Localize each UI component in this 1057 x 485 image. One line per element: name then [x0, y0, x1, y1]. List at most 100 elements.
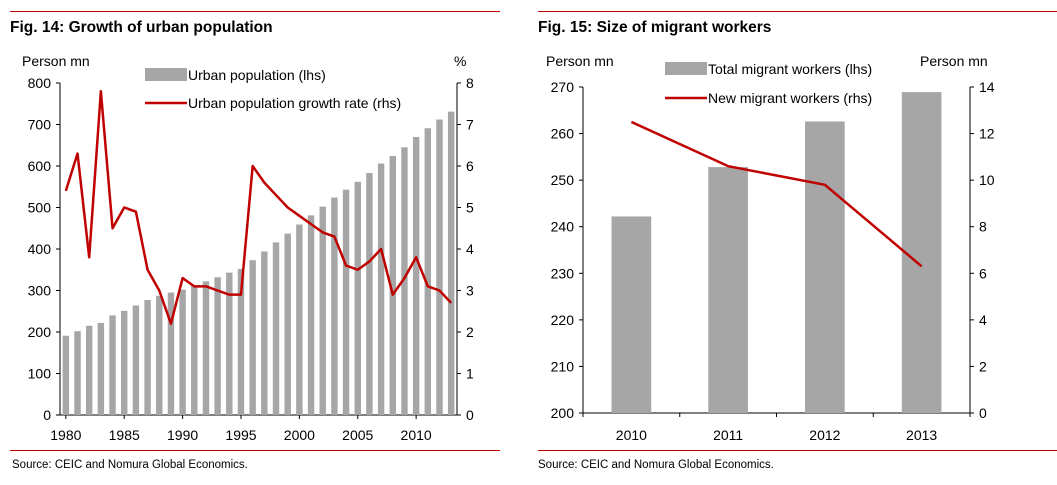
x-tick-label: 2010 — [616, 427, 647, 443]
urban-population-bar — [307, 215, 315, 415]
right-y-tick-label: 1 — [466, 366, 474, 382]
urban-population-bar — [331, 197, 338, 415]
left-y-tick-label: 260 — [551, 126, 575, 142]
urban-population-bar — [436, 119, 443, 416]
urban-population-bar — [191, 285, 198, 415]
figure-title: Fig. 15: Size of migrant workers — [538, 19, 772, 36]
urban-population-bar — [97, 322, 105, 415]
right-y-tick-label: 12 — [979, 126, 995, 142]
x-tick-label: 2013 — [906, 427, 937, 443]
left-y-tick-label: 300 — [28, 283, 52, 299]
right-y-tick-label: 6 — [979, 265, 987, 281]
left-y-tick-label: 100 — [28, 366, 52, 382]
urban-population-bar — [261, 251, 268, 415]
left-axis-title: Person mn — [546, 53, 614, 69]
urban-population-bar — [319, 206, 326, 415]
x-tick-label: 2010 — [401, 427, 432, 443]
top-rule — [538, 11, 1057, 12]
left-y-tick-label: 270 — [551, 79, 575, 95]
urban-population-bar — [144, 300, 151, 415]
legend-bar-swatch — [145, 68, 187, 81]
legend-bar-swatch — [665, 62, 707, 75]
urban-population-bar — [226, 272, 233, 415]
urban-population-bar — [156, 295, 163, 415]
urban-population-bar — [167, 292, 175, 415]
x-tick-label: 1990 — [167, 427, 198, 443]
urban-population-bar — [412, 136, 420, 415]
new-migrant-workers-line — [630, 120, 923, 268]
right-y-tick-label: 10 — [979, 172, 995, 188]
urban-population-chart: 0 100 200 300 400 500 600 700 800 0 1 2 3 4 5 6 7 8 1980 19… — [22, 53, 474, 443]
right-y-tick-label: 2 — [979, 358, 987, 374]
migrant-workers-bar — [708, 167, 748, 413]
right-y-tick-label: 6 — [466, 158, 474, 174]
migrant-workers-bar — [611, 216, 652, 413]
right-y-tick-label: 0 — [466, 407, 474, 423]
left-y-tick-label: 240 — [551, 219, 575, 235]
figure-14-panel: Fig. 14: Growth of urban population 0 100… — [0, 0, 500, 485]
right-y-tick-label: 2 — [466, 324, 474, 340]
figure-15-panel: Fig. 15: Size of migrant workers 200 210 2… — [530, 0, 1057, 485]
right-y-tick-label: 5 — [466, 200, 474, 216]
right-y-tick-label: 4 — [466, 241, 474, 257]
x-tick-label: 2000 — [284, 427, 315, 443]
urban-population-bar — [237, 268, 245, 415]
legend-line-label: New migrant workers (rhs) — [708, 90, 872, 106]
urban-population-bar — [109, 315, 116, 415]
left-y-tick-label: 200 — [28, 324, 52, 340]
left-y-tick-label: 400 — [28, 241, 52, 257]
urban-population-bar — [62, 335, 70, 415]
left-y-tick-label: 800 — [28, 75, 52, 91]
right-y-tick-label: 4 — [979, 312, 987, 328]
left-y-tick-label: 210 — [551, 358, 575, 374]
urban-population-bar — [202, 281, 210, 415]
legend-line-label: Urban population growth rate (rhs) — [188, 95, 401, 111]
right-y-tick-label: 7 — [466, 117, 474, 133]
growth-rate-line — [64, 90, 453, 325]
legend-bar-label: Urban population (lhs) — [188, 67, 326, 83]
left-y-tick-label: 200 — [551, 405, 575, 421]
urban-population-bar — [366, 173, 373, 415]
urban-population-bar — [284, 233, 291, 415]
urban-population-bar — [342, 189, 350, 415]
top-rule — [10, 11, 500, 12]
right-y-tick-label: 14 — [979, 79, 995, 95]
source-note: Source: CEIC and Nomura Global Economics… — [538, 459, 774, 471]
left-y-tick-label: 500 — [28, 200, 52, 216]
left-y-tick-label: 220 — [551, 312, 575, 328]
urban-population-bar — [179, 289, 186, 415]
left-y-tick-label: 250 — [551, 172, 575, 188]
urban-population-bar — [424, 128, 432, 416]
x-tick-label: 1995 — [225, 427, 256, 443]
urban-population-bar — [354, 181, 361, 415]
right-axis-title: Person mn — [920, 53, 988, 69]
right-y-tick-label: 3 — [466, 283, 474, 299]
source-note: Source: CEIC and Nomura Global Economics… — [12, 459, 248, 471]
urban-population-bar — [85, 325, 93, 415]
left-y-tick-label: 600 — [28, 158, 52, 174]
x-tick-label: 2005 — [342, 427, 373, 443]
x-tick-label: 2011 — [713, 427, 743, 443]
left-y-tick-label: 0 — [43, 407, 51, 423]
migrant-workers-chart: 200 210 220 230 240 250 260 270 0 2 4 6 8 10 12 14 2010 2… — [546, 53, 995, 443]
urban-population-bar — [74, 331, 81, 415]
left-axis-title: Person mn — [22, 53, 90, 69]
right-y-tick-label: 0 — [979, 405, 987, 421]
x-tick-label: 1980 — [50, 427, 81, 443]
figure-title: Fig. 14: Growth of urban population — [10, 19, 273, 36]
right-y-tick-label: 8 — [979, 219, 987, 235]
urban-population-bar — [214, 277, 221, 415]
urban-population-bar — [121, 310, 128, 415]
migrant-workers-bar — [805, 121, 845, 413]
bottom-rule — [10, 450, 500, 451]
urban-population-bar — [132, 305, 140, 415]
left-y-tick-label: 700 — [28, 117, 52, 133]
urban-population-bar — [447, 111, 455, 415]
migrant-workers-bar — [901, 92, 942, 413]
urban-population-bar — [272, 242, 280, 415]
legend-bar-label: Total migrant workers (lhs) — [708, 61, 872, 77]
bottom-rule — [538, 450, 1057, 451]
x-tick-label: 2012 — [809, 427, 840, 443]
right-axis-title: % — [454, 53, 466, 69]
urban-population-bar — [389, 156, 396, 416]
